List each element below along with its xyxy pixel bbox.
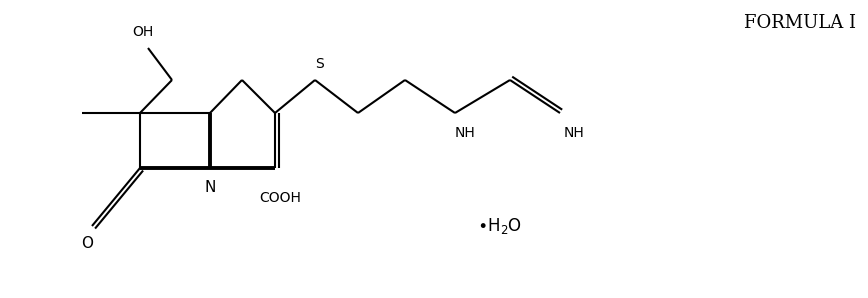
Text: N: N bbox=[204, 181, 215, 195]
Text: COOH: COOH bbox=[259, 191, 301, 205]
Text: $\bullet$H$_2$O: $\bullet$H$_2$O bbox=[477, 216, 523, 236]
Text: S: S bbox=[316, 57, 325, 71]
Text: NH: NH bbox=[563, 126, 584, 140]
Text: O: O bbox=[81, 237, 93, 252]
Text: OH: OH bbox=[133, 25, 154, 39]
Text: FORMULA I: FORMULA I bbox=[744, 14, 856, 32]
Text: NH: NH bbox=[455, 126, 476, 140]
